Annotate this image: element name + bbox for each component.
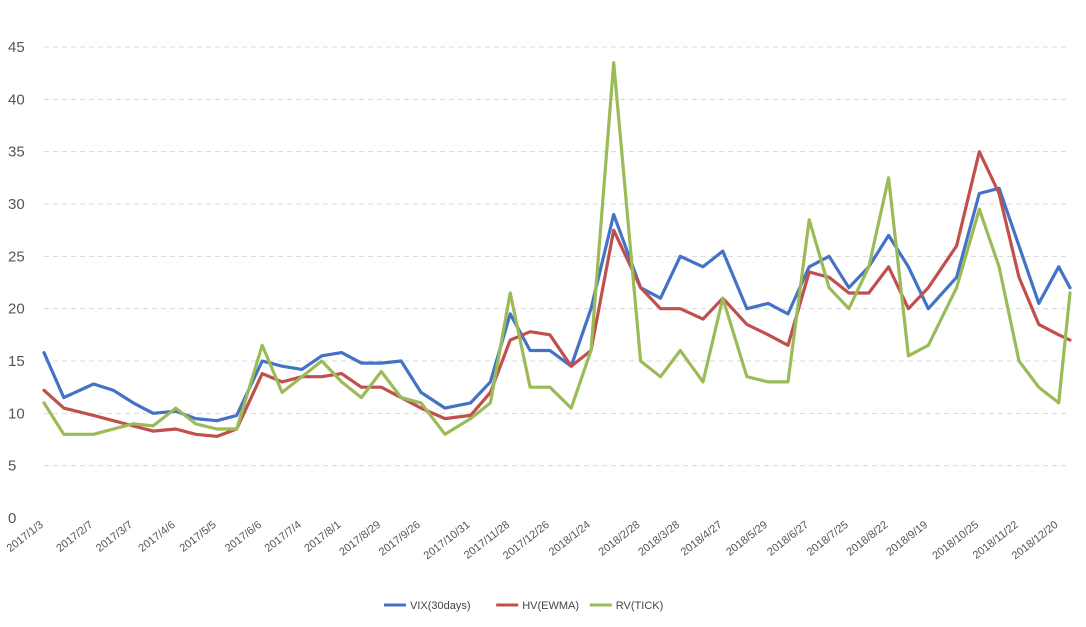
y-tick-label: 30 [8, 196, 25, 213]
x-tick-label: 2017/9/26 [377, 519, 423, 559]
x-tick-label: 2017/3/7 [94, 519, 135, 555]
x-tick-label: 2018/1/24 [547, 519, 593, 559]
series-line-HV(EWMA) [42, 150, 1072, 438]
y-tick-label: 35 [8, 144, 25, 161]
x-tick-label: 2017/6/6 [223, 519, 264, 555]
series-lines [42, 61, 1072, 438]
y-tick-label: 0 [8, 510, 16, 527]
x-tick-label: 2018/5/29 [724, 519, 770, 559]
y-tick-label: 15 [8, 353, 25, 370]
legend-label: HV(EWMA) [522, 600, 579, 612]
gridlines [44, 46, 1070, 467]
x-tick-label: 2018/3/28 [636, 519, 682, 559]
y-tick-label: 20 [8, 301, 25, 318]
x-tick-label: 2018/2/28 [597, 519, 643, 559]
legend-label: RV(TICK) [616, 600, 663, 612]
x-tick-label: 2017/7/4 [263, 519, 304, 555]
x-tick-label: 2018/7/25 [805, 519, 851, 559]
y-tick-label: 5 [8, 458, 16, 475]
x-tick-label: 2017/8/29 [337, 519, 383, 559]
x-tick-label: 2017/4/6 [137, 519, 178, 555]
x-tick-label: 2018/9/19 [884, 519, 930, 559]
y-tick-label: 25 [8, 248, 25, 265]
x-tick-label: 2018/6/27 [765, 519, 811, 559]
y-tick-label: 10 [8, 405, 25, 422]
legend-label: VIX(30days) [410, 600, 471, 612]
series-line-RV(TICK) [42, 61, 1072, 436]
y-tick-label: 40 [8, 91, 25, 108]
x-tick-label: 2017/5/5 [178, 519, 219, 555]
x-tick-label: 2017/2/7 [54, 519, 95, 555]
x-tick-label: 2018/4/27 [679, 519, 725, 559]
x-tick-label: 2018/8/22 [845, 519, 891, 559]
series-line-VIX(30days) [42, 186, 1072, 423]
y-axis-ticks: 0 5 10 15 20 25 30 35 40 45 [8, 39, 25, 527]
y-tick-label: 45 [8, 39, 25, 56]
legend: VIX(30days) HV(EWMA) RV(TICK) [384, 600, 663, 612]
